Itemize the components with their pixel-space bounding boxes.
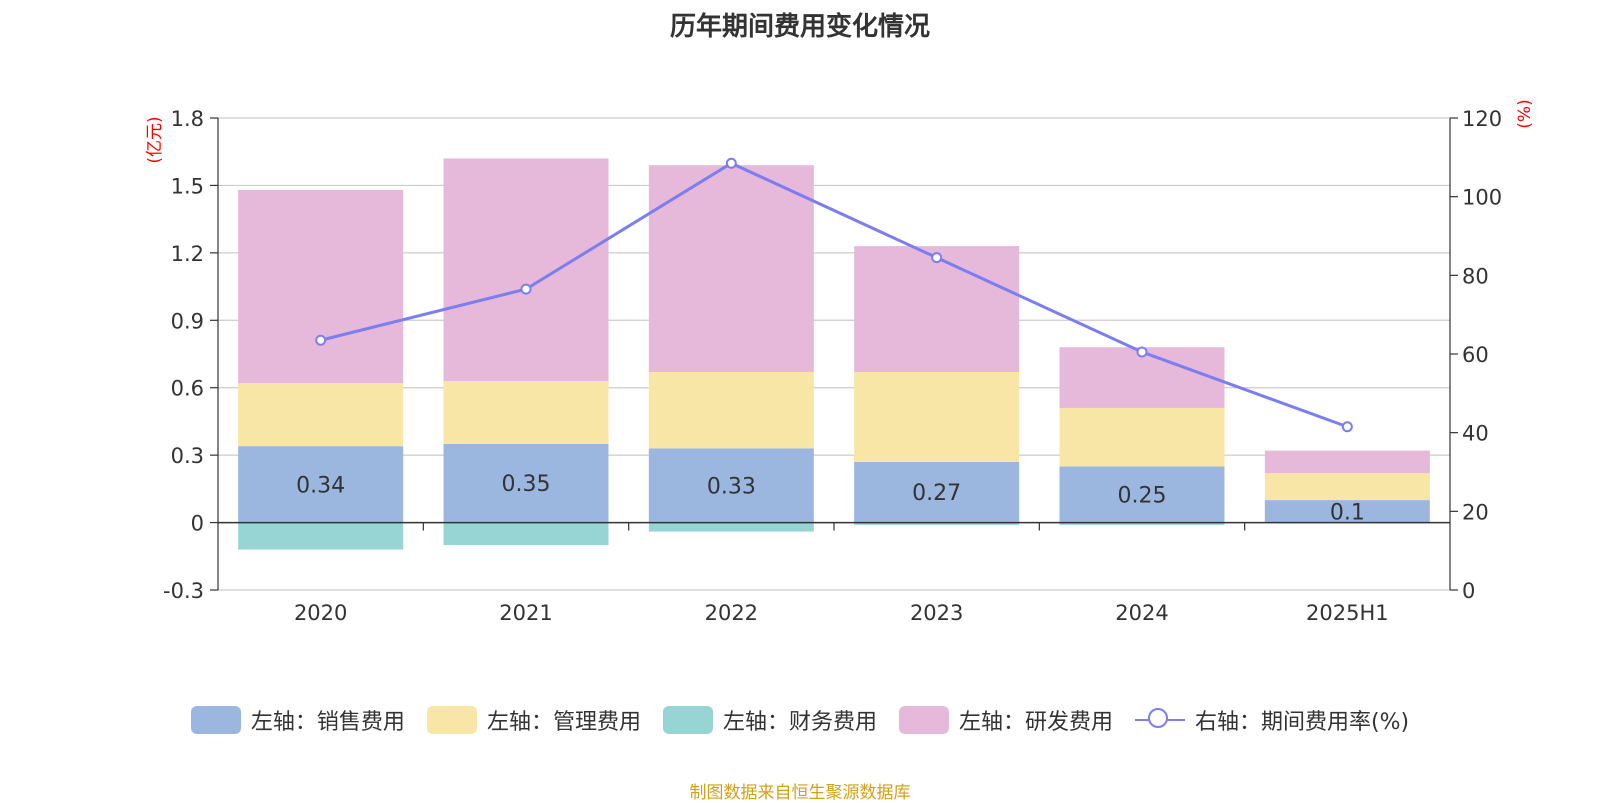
legend-swatch-finance — [662, 706, 713, 734]
rate-point-2021 — [520, 283, 532, 295]
rate-line — [320, 161, 1348, 429]
right-axis-tick-label: 0 — [1462, 579, 1475, 603]
legend-swatch-rate — [1134, 706, 1185, 734]
bar-rd-2021 — [443, 158, 609, 381]
right-axis-tick-label: 100 — [1462, 186, 1502, 210]
x-axis-label-2025H1: 2025H1 — [1306, 601, 1389, 625]
left-axis-tick-label: -0.3 — [163, 579, 204, 603]
bar-admin-2021 — [443, 380, 609, 444]
bar-admin-2025H1 — [1264, 473, 1430, 501]
bar-admin-2024 — [1059, 407, 1225, 467]
bar-sales-2021 — [443, 443, 609, 523]
bar-finance-2024 — [1059, 522, 1225, 525]
bar-finance-2022 — [648, 522, 814, 532]
right-axis-unit: (%) — [1515, 99, 1535, 128]
x-axis-label-2021: 2021 — [499, 601, 552, 625]
left-axis-tick-label: 1.2 — [171, 242, 204, 266]
x-axis-label-2020: 2020 — [294, 601, 347, 625]
bar-sales-2025H1 — [1264, 500, 1430, 523]
source-note: 制图数据来自恒生聚源数据库 — [689, 783, 911, 803]
x-axis-label-2024: 2024 — [1115, 601, 1168, 625]
bar-sales-2022 — [648, 448, 814, 523]
bar-finance-2021 — [443, 522, 609, 546]
legend-item-admin[interactable]: 左轴：管理费用 — [426, 704, 641, 736]
bar-sales-2020 — [238, 446, 404, 523]
legend-swatch-sales — [190, 706, 241, 734]
bar-rd-2025H1 — [1264, 450, 1430, 474]
rate-point-2023 — [931, 252, 943, 264]
bar-rd-2020 — [238, 189, 404, 384]
rate-point-2024 — [1136, 346, 1148, 358]
left-axis-tick-label: 0.6 — [171, 377, 204, 401]
bar-admin-2023 — [854, 371, 1020, 462]
legend-swatch-rd — [898, 706, 949, 734]
legend-item-finance[interactable]: 左轴：财务费用 — [662, 704, 877, 736]
legend-label-rd: 左轴：研发费用 — [958, 710, 1113, 735]
chart-legend: 左轴：销售费用 左轴：管理费用 左轴：财务费用 左轴：研发费用 右轴：期间费用率… — [0, 704, 1600, 736]
bar-admin-2022 — [648, 371, 814, 449]
rate-point-2025H1 — [1341, 421, 1353, 433]
left-axis-unit: (亿元) — [145, 116, 165, 163]
right-axis-tick-label: 60 — [1462, 343, 1489, 367]
left-axis-tick-label: 0 — [191, 512, 204, 536]
rate-point-2020 — [315, 334, 327, 346]
bar-sales-2023 — [854, 461, 1020, 523]
data-label-sales-2020: 0.34 — [296, 473, 345, 498]
legend-label-finance: 左轴：财务费用 — [722, 710, 877, 735]
left-axis-tick-label: 1.8 — [171, 107, 204, 131]
right-axis-tick-label: 20 — [1462, 500, 1489, 524]
legend-item-sales[interactable]: 左轴：销售费用 — [190, 704, 405, 736]
rate-point-2022 — [725, 157, 737, 169]
bar-rd-2023 — [854, 246, 1020, 372]
data-label-sales-2024: 0.25 — [1118, 483, 1167, 508]
bar-finance-2020 — [238, 522, 404, 550]
left-axis-tick-label: 0.9 — [171, 309, 204, 333]
left-axis-tick-label: 1.5 — [171, 174, 204, 198]
bar-sales-2024 — [1059, 466, 1225, 523]
legend-label-rate: 右轴：期间费用率(%) — [1194, 710, 1410, 735]
legend-item-rate[interactable]: 右轴：期间费用率(%) — [1134, 704, 1410, 736]
legend-item-rd[interactable]: 左轴：研发费用 — [898, 704, 1113, 736]
right-axis-tick-label: 40 — [1462, 422, 1489, 446]
x-axis-label-2023: 2023 — [910, 601, 963, 625]
data-label-sales-2022: 0.33 — [707, 474, 756, 499]
data-label-sales-2021: 0.35 — [502, 472, 551, 497]
legend-swatch-admin — [426, 706, 477, 734]
right-axis-tick-label: 120 — [1462, 107, 1502, 131]
chart-title: 历年期间费用变化情况 — [669, 12, 930, 42]
left-axis-tick-label: 0.3 — [171, 444, 204, 468]
data-label-sales-2025H1: 0.1 — [1330, 500, 1365, 525]
legend-label-sales: 左轴：销售费用 — [250, 710, 405, 735]
chart-plot: -0.3 0 0.3 0.6 0.9 1.2 1.5 1.8 0 20 40 60 80 100 120 (亿… — [145, 99, 1535, 625]
x-axis-label-2022: 2022 — [705, 601, 758, 625]
bar-finance-2023 — [854, 522, 1020, 525]
legend-label-admin: 左轴：管理费用 — [486, 710, 641, 735]
bar-rd-2022 — [648, 165, 814, 372]
right-axis-tick-label: 80 — [1462, 264, 1489, 288]
bar-admin-2020 — [238, 383, 404, 447]
data-label-sales-2023: 0.27 — [912, 481, 961, 506]
